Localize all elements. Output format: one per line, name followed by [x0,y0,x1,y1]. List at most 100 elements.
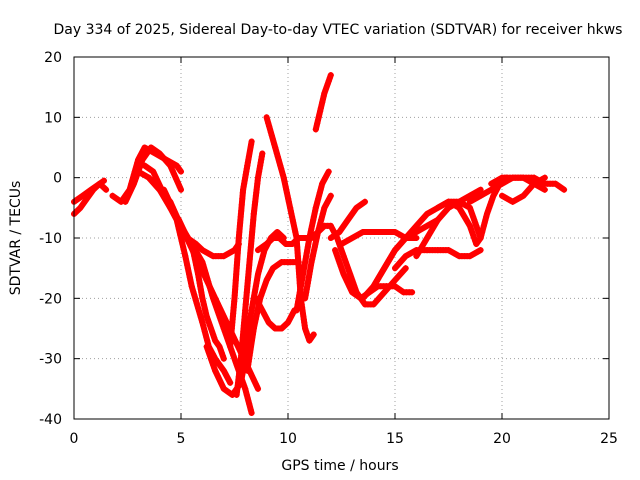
y-axis-label: SDTVAR / TECUs [8,181,24,296]
data-point [206,351,213,358]
x-tick-label: 20 [493,431,511,447]
data-point [316,189,323,196]
data-point [307,231,314,238]
data-point [280,174,287,181]
data-point [472,219,479,226]
data-point [263,114,270,121]
data-point [325,168,332,175]
data-point [187,277,194,284]
data-point [279,171,286,178]
data-point [203,313,210,320]
data-point [169,167,176,174]
data-point [188,283,195,290]
series-markers-18 [302,192,334,302]
data-point [181,250,188,257]
data-point [194,302,201,309]
data-point [184,265,191,272]
data-point [190,250,197,257]
data-point [479,228,486,235]
data-point [192,297,199,304]
data-point [208,357,215,364]
data-point [276,159,283,166]
data-point [469,210,476,217]
data-point [286,201,293,208]
data-point [317,186,324,193]
data-point [483,213,490,220]
data-point [243,388,250,395]
data-point [185,268,192,275]
series-markers-25 [338,228,420,248]
data-point [264,117,271,124]
data-point [347,271,354,278]
data-point [255,271,262,278]
data-point [201,328,208,335]
data-point [561,186,568,193]
data-point [132,175,139,182]
data-point [268,132,275,139]
data-point [218,349,225,356]
x-tick-label: 5 [177,431,186,447]
data-point [256,265,263,272]
data-point [219,352,226,359]
data-point [248,138,255,145]
data-point [275,156,282,163]
data-point [189,286,196,293]
data-point [182,253,189,260]
data-point [197,313,204,320]
data-points [71,72,568,416]
series-markers-17 [293,168,332,314]
data-point [284,192,291,199]
data-point [337,263,344,270]
data-point [292,228,299,235]
data-point [206,322,213,329]
data-point [349,277,356,284]
data-point [345,268,352,275]
data-point [312,207,319,214]
data-point [310,213,317,220]
data-point [342,259,349,266]
series-markers-31 [499,174,548,205]
data-point [313,235,320,241]
data-point [204,346,211,353]
data-point [475,238,482,245]
data-point [273,147,280,154]
data-point [402,265,409,272]
data-point [319,96,326,103]
data-point [184,262,191,269]
data-point [260,286,267,293]
chart-title: Day 334 of 2025, Sidereal Day-to-day VTE… [54,22,623,38]
data-point [339,250,346,257]
data-point [316,222,323,229]
data-point [258,259,265,266]
data-point [173,176,180,183]
data-point [191,294,198,301]
data-point [186,274,193,281]
data-point [318,213,325,220]
data-point [231,355,238,362]
data-point [214,340,221,347]
data-point [289,216,296,223]
data-point [315,114,322,121]
data-point [333,249,340,256]
data-point [314,120,321,127]
data-point [318,102,325,109]
data-point [244,394,251,401]
data-point [174,178,181,185]
data-point [189,247,196,254]
data-point [484,210,491,217]
data-point [200,301,207,308]
data-point [261,283,268,290]
data-point [303,328,310,335]
data-point [477,247,484,254]
data-point [191,253,198,260]
data-point [203,334,210,341]
data-point [318,183,325,190]
data-point [193,262,200,269]
data-point [319,99,326,106]
data-point [246,400,253,407]
data-point [341,256,348,263]
data-point [321,90,328,97]
data-point [167,162,174,169]
data-point [267,126,274,133]
data-point [274,153,281,160]
